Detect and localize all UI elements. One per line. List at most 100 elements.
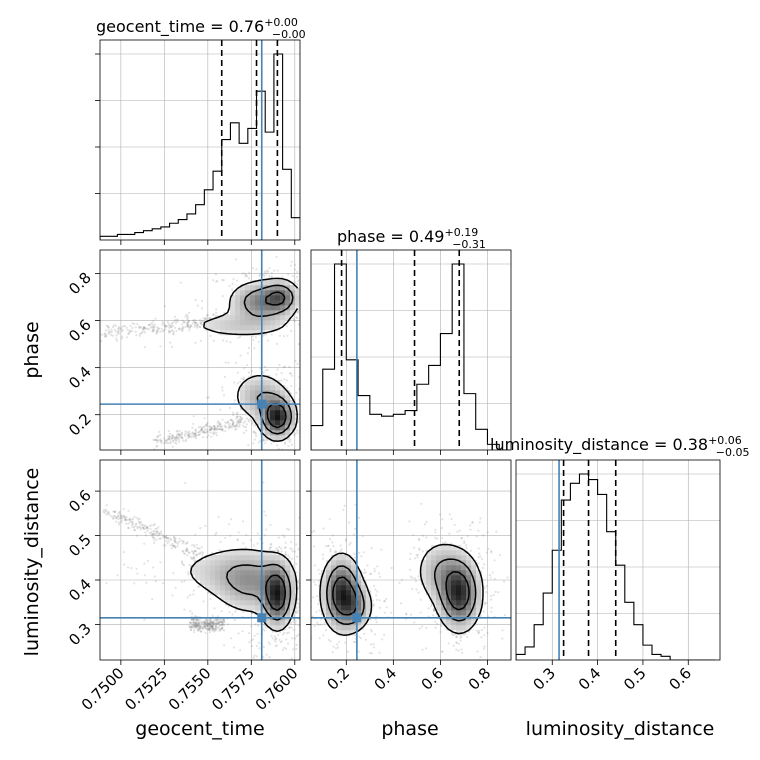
density-phase-vs-geocent-time-sample bbox=[177, 434, 180, 437]
density-luminosity-distance-vs-phase-cell bbox=[351, 575, 357, 581]
density-luminosity-distance-vs-geocent-time-cell bbox=[190, 570, 196, 576]
density-phase-vs-geocent-time-sample bbox=[184, 432, 187, 435]
density-luminosity-distance-vs-geocent-time-sample bbox=[152, 533, 155, 536]
density-phase-vs-geocent-time-sample bbox=[193, 435, 196, 439]
density-phase-vs-geocent-time-sample bbox=[244, 275, 247, 278]
density-phase-vs-geocent-time-sample bbox=[221, 428, 224, 431]
density-phase-vs-geocent-time-sample bbox=[251, 267, 254, 270]
density-phase-vs-geocent-time-sample bbox=[184, 315, 187, 318]
density-phase-vs-geocent-time-sample bbox=[200, 307, 203, 310]
density-phase-vs-geocent-time-sample bbox=[209, 428, 212, 431]
density-luminosity-distance-vs-phase-sample bbox=[444, 541, 447, 544]
density-luminosity-distance-vs-phase-sample bbox=[317, 584, 321, 587]
hist-luminosity-distance-bars bbox=[516, 473, 716, 660]
density-luminosity-distance-vs-geocent-time-sample bbox=[190, 626, 193, 629]
density-luminosity-distance-vs-geocent-time-sample bbox=[204, 619, 207, 623]
density-phase-vs-geocent-time-sample bbox=[155, 436, 158, 439]
density-luminosity-distance-vs-geocent-time-cell bbox=[230, 555, 236, 561]
density-luminosity-distance-vs-geocent-time-sample bbox=[191, 544, 194, 547]
density-luminosity-distance-vs-geocent-time-sample bbox=[117, 521, 121, 524]
density-phase-vs-geocent-time-sample bbox=[232, 413, 235, 416]
density-luminosity-distance-vs-phase-cell bbox=[456, 600, 462, 606]
density-luminosity-distance-vs-geocent-time-cell bbox=[255, 575, 261, 581]
density-luminosity-distance-vs-phase-cell bbox=[436, 600, 442, 606]
density-luminosity-distance-vs-phase-cell bbox=[441, 595, 447, 601]
density-luminosity-distance-vs-geocent-time-sample bbox=[254, 623, 257, 626]
density-luminosity-distance-vs-geocent-time-sample bbox=[190, 618, 194, 621]
density-luminosity-distance-vs-geocent-time-sample bbox=[250, 639, 253, 642]
density-luminosity-distance-vs-phase-cell bbox=[456, 590, 462, 596]
density-phase-vs-geocent-time-sample bbox=[196, 326, 199, 329]
density-luminosity-distance-vs-geocent-time-sample bbox=[134, 525, 137, 528]
density-luminosity-distance-vs-geocent-time-sample bbox=[185, 542, 189, 545]
density-luminosity-distance-vs-phase-sample bbox=[460, 536, 464, 540]
density-luminosity-distance-vs-geocent-time-cell bbox=[255, 605, 261, 611]
density-luminosity-distance-vs-geocent-time-sample bbox=[200, 622, 203, 625]
density-luminosity-distance-vs-phase-cell bbox=[431, 575, 437, 581]
density-phase-vs-geocent-time-sample bbox=[288, 440, 291, 443]
density-luminosity-distance-vs-phase-sample bbox=[354, 640, 357, 644]
density-phase-vs-geocent-time-sample bbox=[175, 430, 178, 433]
density-luminosity-distance-vs-phase-cell bbox=[466, 575, 472, 581]
density-phase-vs-geocent-time-cell bbox=[260, 385, 266, 391]
density-luminosity-distance-vs-geocent-time-sample bbox=[214, 629, 217, 632]
density-phase-vs-geocent-time-sample bbox=[215, 431, 218, 434]
density-phase-vs-geocent-time-cell bbox=[270, 425, 276, 431]
density-luminosity-distance-vs-geocent-time-cell bbox=[275, 590, 281, 596]
density-phase-vs-geocent-time-cell bbox=[235, 330, 241, 336]
density-luminosity-distance-vs-geocent-time-sample bbox=[207, 625, 210, 628]
density-phase-vs-geocent-time-cell bbox=[270, 325, 276, 331]
density-luminosity-distance-vs-geocent-time-sample bbox=[107, 510, 110, 514]
density-phase-vs-geocent-time-sample bbox=[192, 415, 195, 418]
density-luminosity-distance-vs-phase-cell bbox=[351, 590, 357, 596]
density-luminosity-distance-vs-geocent-time-sample bbox=[149, 527, 152, 531]
density-luminosity-distance-vs-phase-sample bbox=[359, 637, 362, 640]
density-phase-vs-geocent-time-sample bbox=[212, 339, 215, 342]
density-phase-vs-geocent-time-sample bbox=[239, 335, 242, 338]
density-luminosity-distance-vs-geocent-time-cell bbox=[220, 560, 226, 566]
density-luminosity-distance-vs-geocent-time-sample bbox=[193, 549, 196, 553]
density-luminosity-distance-vs-phase-cell bbox=[446, 560, 452, 566]
density-luminosity-distance-vs-geocent-time-sample bbox=[138, 520, 141, 524]
density-luminosity-distance-vs-geocent-time-cell bbox=[280, 575, 286, 581]
density-phase-vs-geocent-time-sample bbox=[221, 339, 225, 342]
density-phase-vs-geocent-time-cell bbox=[285, 300, 291, 306]
density-phase-vs-geocent-time-sample bbox=[184, 434, 187, 437]
density-phase-vs-geocent-time-sample bbox=[193, 321, 196, 324]
density-luminosity-distance-vs-phase-truth-marker bbox=[352, 613, 362, 623]
density-phase-vs-geocent-time-sample bbox=[181, 436, 184, 440]
density-luminosity-distance-vs-geocent-time-sample bbox=[206, 625, 209, 628]
density-luminosity-distance-vs-phase-sample bbox=[354, 556, 357, 559]
density-luminosity-distance-vs-geocent-time-sample bbox=[196, 620, 199, 623]
density-luminosity-distance-vs-geocent-time-cell bbox=[235, 570, 241, 576]
density-luminosity-distance-vs-geocent-time-cell bbox=[275, 600, 281, 606]
title-phase: phase = 0.49+0.19 −0.31 bbox=[337, 226, 486, 251]
density-phase-vs-geocent-time-sample bbox=[268, 267, 271, 270]
density-luminosity-distance-vs-phase-sample bbox=[369, 628, 372, 631]
density-luminosity-distance-vs-phase-sample bbox=[432, 609, 435, 612]
density-luminosity-distance-vs-geocent-time-sample bbox=[204, 631, 207, 635]
density-phase-vs-geocent-time-sample bbox=[200, 427, 203, 430]
density-luminosity-distance-vs-geocent-time-sample bbox=[195, 622, 198, 625]
density-luminosity-distance-vs-geocent-time-sample bbox=[190, 618, 193, 622]
density-luminosity-distance-vs-phase-sample bbox=[358, 635, 361, 638]
density-phase-vs-geocent-time-cell bbox=[205, 320, 211, 326]
density-phase-vs-geocent-time-sample bbox=[170, 436, 173, 439]
density-luminosity-distance-vs-geocent-time-cell bbox=[285, 595, 291, 601]
density-luminosity-distance-vs-phase-cell bbox=[341, 600, 347, 606]
density-phase-vs-geocent-time-cell bbox=[275, 385, 281, 391]
density-luminosity-distance-vs-geocent-time-cell bbox=[210, 565, 216, 571]
density-luminosity-distance-vs-geocent-time-cell bbox=[240, 575, 246, 581]
density-luminosity-distance-vs-geocent-time-sample bbox=[153, 539, 156, 542]
density-luminosity-distance-vs-geocent-time-sample bbox=[131, 525, 134, 529]
density-luminosity-distance-vs-geocent-time-sample bbox=[269, 546, 272, 549]
density-phase-vs-geocent-time-sample bbox=[290, 443, 293, 446]
density-phase-vs-geocent-time-sample bbox=[225, 422, 228, 425]
density-luminosity-distance-vs-phase-cell bbox=[446, 555, 452, 561]
density-phase-vs-geocent-time-sample bbox=[192, 319, 196, 322]
density-luminosity-distance-vs-geocent-time-sample bbox=[145, 526, 148, 529]
density-phase-vs-geocent-time-sample bbox=[265, 333, 268, 336]
density-phase-vs-geocent-time-cell bbox=[250, 390, 256, 396]
density-luminosity-distance-vs-geocent-time-sample bbox=[169, 537, 172, 540]
density-luminosity-distance-vs-geocent-time-sample bbox=[152, 524, 155, 527]
